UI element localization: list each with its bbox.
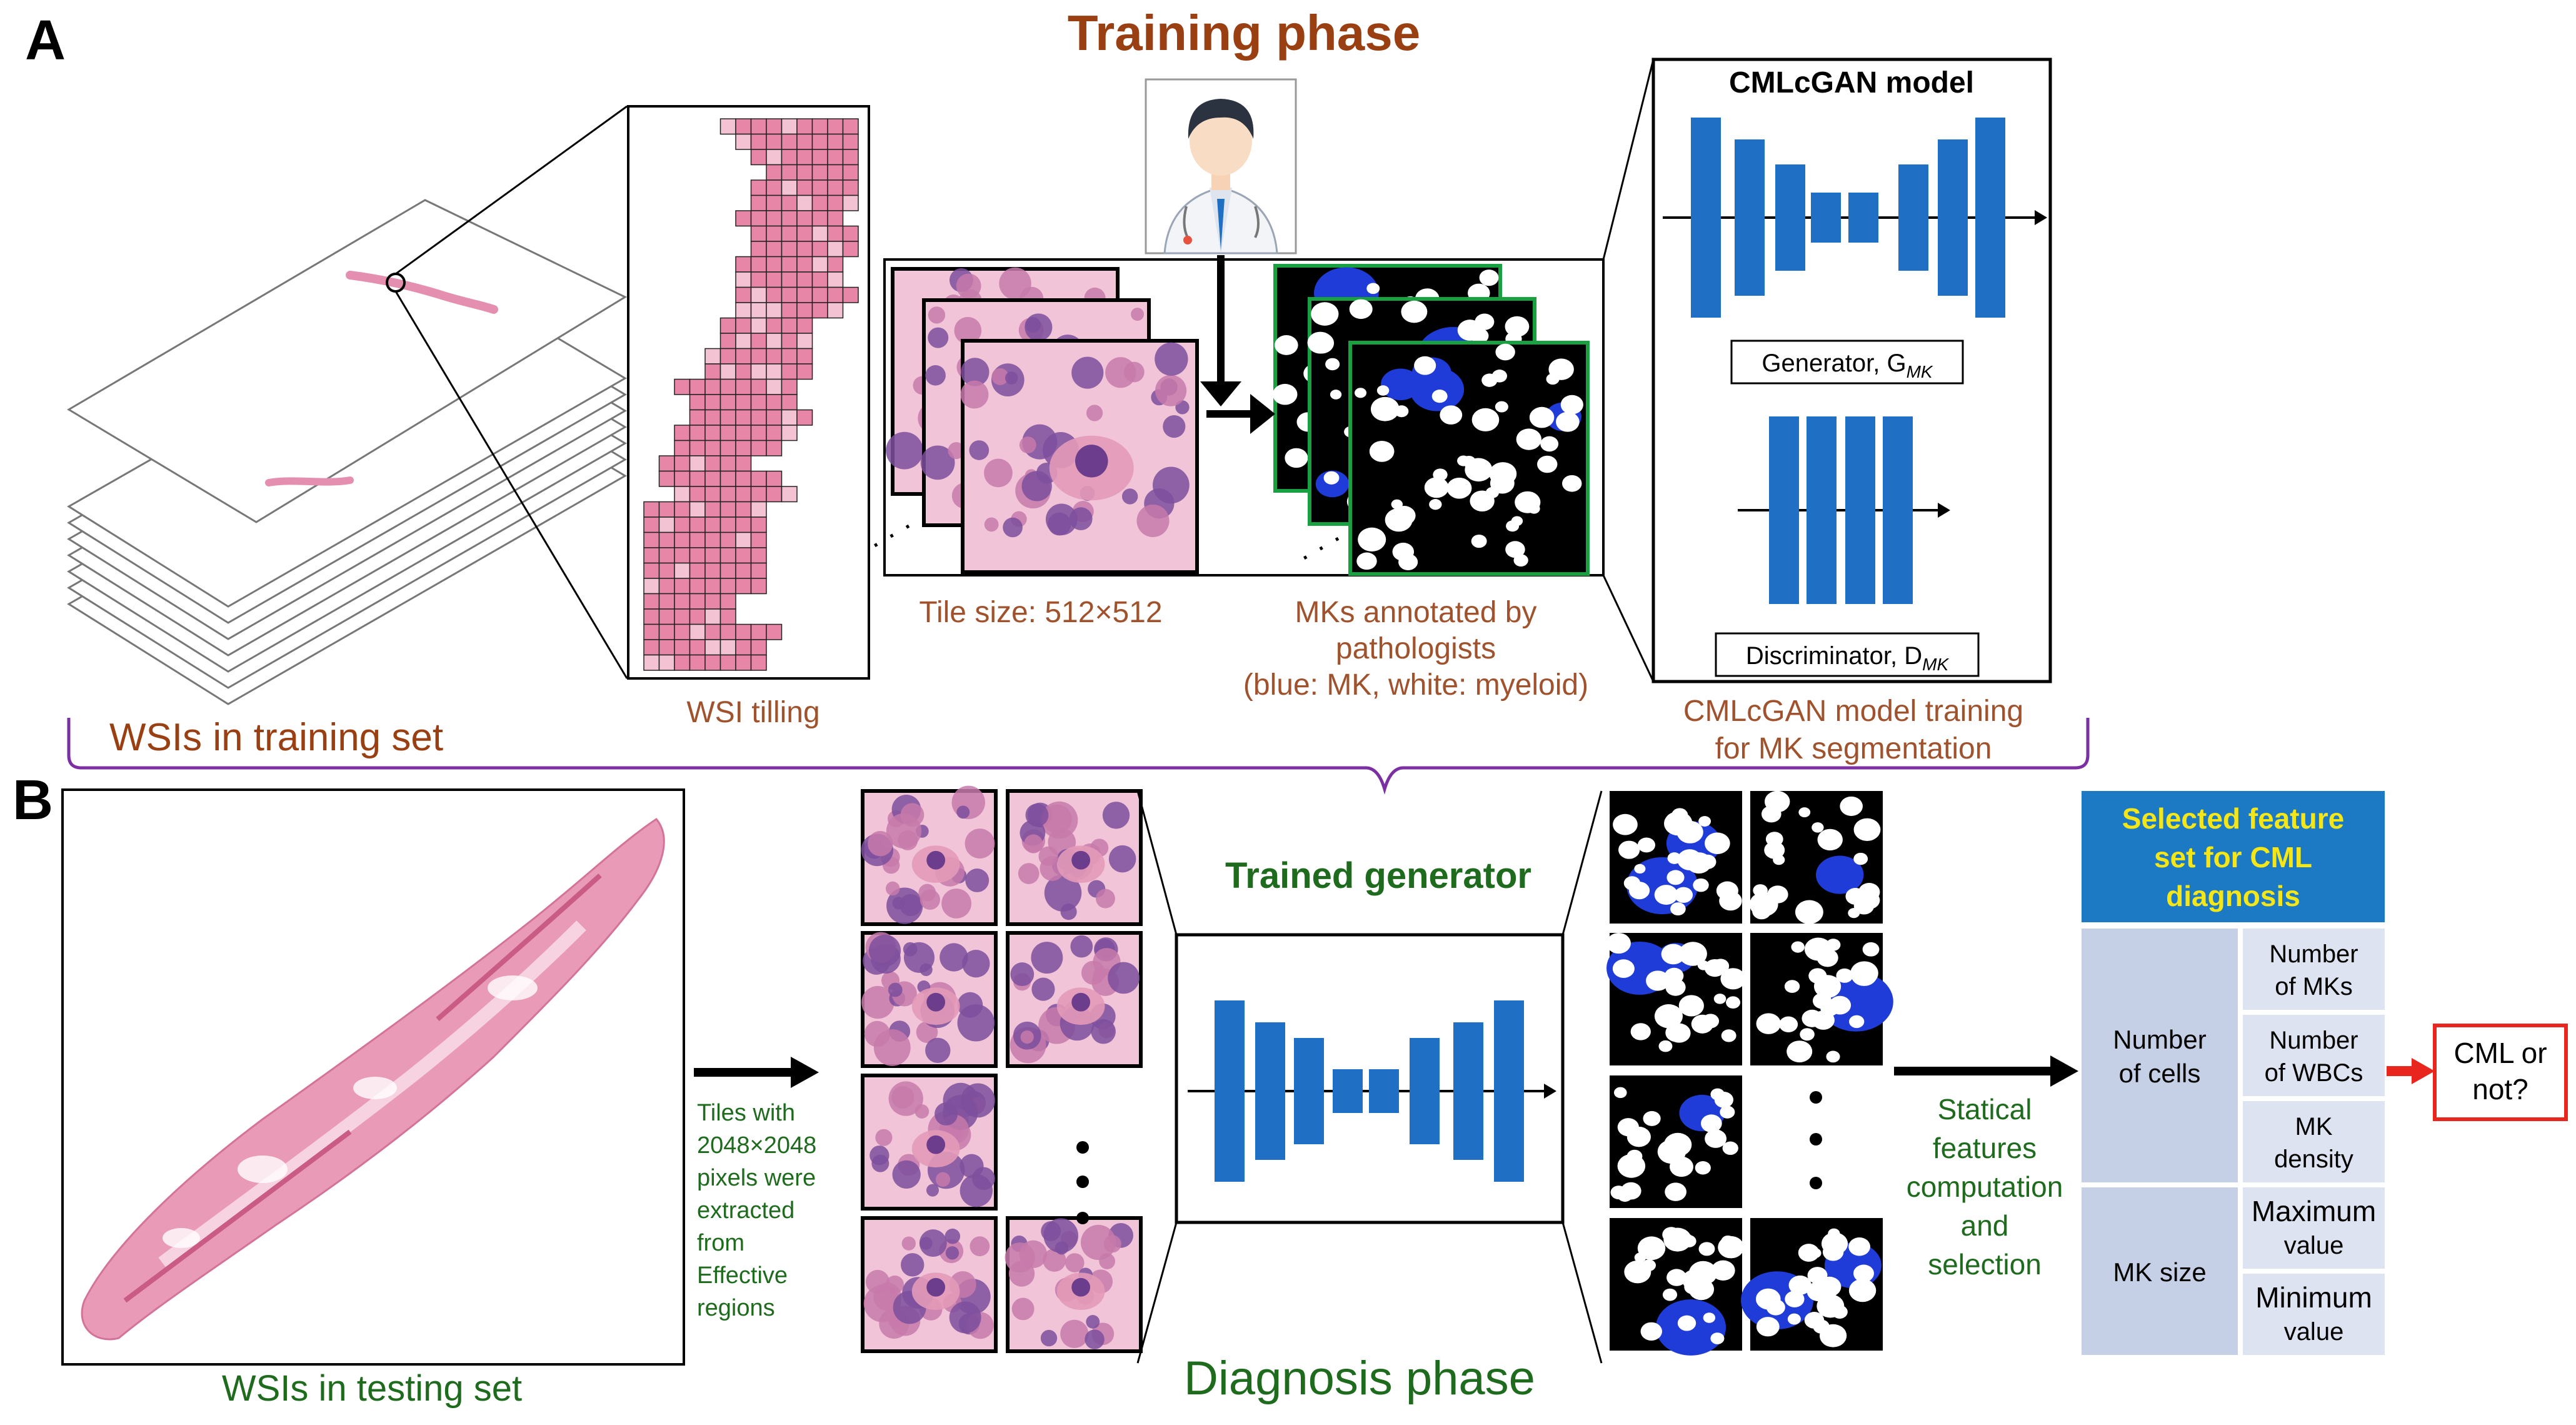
feature-group-cell xyxy=(2082,1187,2238,1355)
stat-label-line: features xyxy=(1933,1132,2037,1164)
discriminator-label: Discriminator, DMK xyxy=(1746,642,1950,674)
feature-item-line: of MKs xyxy=(2275,973,2352,1000)
generator-network xyxy=(1663,118,2047,318)
feature-item-line: Number xyxy=(2269,1027,2358,1054)
zoom-line-top xyxy=(395,105,628,275)
model-zoom-line-bottom xyxy=(1602,575,1655,682)
discriminator-network xyxy=(1738,416,1950,604)
feature-item-cell xyxy=(2243,1101,2385,1182)
model-title: CMLcGAN model xyxy=(1729,66,1974,99)
feature-group-name: MK size xyxy=(2113,1257,2206,1287)
pathologist-icon xyxy=(1145,78,1297,254)
diagnosis-phase-title: Diagnosis phase xyxy=(1184,1352,1535,1405)
training-set-label: WSIs in training set xyxy=(109,716,443,759)
feature-table-header xyxy=(2082,791,2385,922)
training-label-2: for MK segmentation xyxy=(1715,732,1992,765)
tiles-desc-line: Effective xyxy=(697,1262,788,1289)
generator-label: Generator, GMK xyxy=(1762,350,1933,381)
mask-tiles-stack xyxy=(1272,264,1590,576)
feature-table-header-line: set for CML xyxy=(2154,841,2312,874)
feature-group-cell xyxy=(2082,929,2238,1182)
tiles-desc-line: from xyxy=(697,1230,744,1256)
feature-table: Selected feature set for CML diagnosis Numb… xyxy=(2082,791,2385,1355)
testing-wsi-tissue xyxy=(81,818,665,1341)
feature-item-line: Number xyxy=(2269,940,2358,968)
mask-ellipsis: · · · xyxy=(1292,521,1349,573)
feature-table-header-line: diagnosis xyxy=(2166,880,2300,912)
tiles-desc-line: regions xyxy=(697,1295,775,1321)
wsi-slide-stack xyxy=(67,199,628,705)
training-label-1: CMLcGAN model training xyxy=(1683,695,2023,728)
tile-ellipsis: · · · xyxy=(863,508,920,560)
tiles-desc-line: Tiles with xyxy=(697,1100,795,1126)
tile-size-label: Tile size: 512×512 xyxy=(919,596,1162,629)
generator-label-box xyxy=(1730,340,1964,385)
feature-item-line: density xyxy=(2274,1146,2353,1173)
trained-generator-label: Trained generator xyxy=(1225,855,1531,896)
tiles-desc-line: extracted xyxy=(697,1197,794,1224)
output-box xyxy=(2433,1024,2568,1121)
extracted-tiles-grid xyxy=(861,785,1143,1353)
feature-table-header-line: Selected feature xyxy=(2122,802,2344,835)
feature-item-line: value xyxy=(2284,1232,2344,1259)
tiles-description: Tiles with 2048×2048 pixels were extracted f… xyxy=(697,1100,816,1321)
feature-item-line: Minimum xyxy=(2255,1281,2372,1314)
he-tiles-stack xyxy=(886,267,1199,574)
stat-label-line: selection xyxy=(1928,1248,2042,1281)
trained-generator-network xyxy=(1188,1000,1556,1182)
feature-item-cell xyxy=(2243,929,2385,1010)
discriminator-label-box xyxy=(1715,632,1980,677)
training-set-brace xyxy=(67,718,2090,795)
feature-item-line: MK xyxy=(2295,1113,2333,1141)
annotation-label-2: pathologists xyxy=(1336,632,1496,665)
training-phase-title: Training phase xyxy=(1068,5,1421,61)
output-label-1: CML or xyxy=(2453,1037,2547,1069)
stat-label-line: and xyxy=(1961,1209,2009,1242)
feature-item-line: Maximum xyxy=(2252,1195,2376,1227)
segmented-masks-grid xyxy=(1606,790,1893,1356)
feature-item-cell xyxy=(2243,1274,2385,1355)
tiles-desc-line: 2048×2048 xyxy=(697,1132,816,1159)
output-label-2: not? xyxy=(2472,1073,2528,1105)
testing-set-label: WSIs in testing set xyxy=(222,1368,522,1409)
stat-label-line: Statical xyxy=(1938,1093,2032,1125)
panel-a-letter: A xyxy=(25,9,66,72)
tiles-desc-line: pixels were xyxy=(697,1165,816,1191)
statistical-features-label: Statical features computation and selection xyxy=(1907,1093,2063,1281)
feature-item-line: value xyxy=(2284,1318,2344,1346)
zoom-line-bottom xyxy=(394,291,628,679)
wsi-tilling-grid xyxy=(627,105,870,680)
annotation-label-3: (blue: MK, white: myeloid) xyxy=(1243,668,1588,702)
stat-label-line: computation xyxy=(1907,1171,2063,1203)
feature-item-cell xyxy=(2243,1187,2385,1269)
tilling-label: WSI tilling xyxy=(686,696,819,729)
feature-item-cell xyxy=(2243,1015,2385,1096)
training-pairs-frame xyxy=(883,258,1605,577)
model-zoom-line-top xyxy=(1602,59,1655,260)
feature-item-line: of WBCs xyxy=(2265,1059,2363,1087)
feature-group-name: Number xyxy=(2113,1025,2206,1054)
feature-group-name: of cells xyxy=(2119,1059,2201,1088)
panel-b-letter: B xyxy=(13,769,53,832)
annotation-label-1: MKs annotated by xyxy=(1295,596,1537,629)
